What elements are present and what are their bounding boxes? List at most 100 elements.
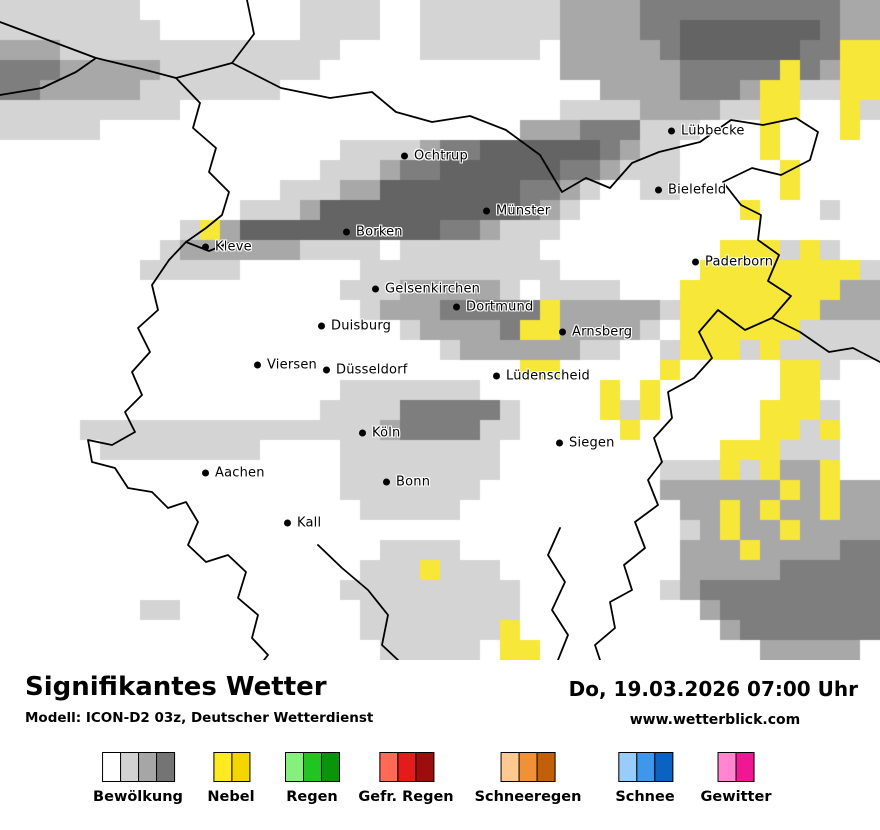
legend-label: Regen — [286, 789, 338, 805]
border-path-northwest — [0, 21, 230, 261]
border-path-north — [231, 62, 819, 319]
city-label: Köln — [372, 425, 401, 441]
city-marker: Kall — [284, 516, 321, 531]
legend-swatch — [735, 752, 755, 782]
legend-swatch — [396, 752, 416, 782]
legend-label: Schneeregen — [474, 789, 582, 805]
city-dot-icon — [483, 207, 490, 215]
city-marker: Bielefeld — [655, 183, 726, 198]
legend-swatch — [617, 752, 637, 782]
legend-swatches — [101, 752, 175, 782]
legend: Bewölkung Nebel Regen Gefr. Regen Schneerege… — [0, 752, 880, 822]
city-label: Lübbecke — [681, 123, 745, 139]
legend-swatch — [537, 752, 556, 782]
city-marker: Borken — [343, 225, 403, 240]
border-path-south-a — [317, 544, 399, 660]
city-marker: Lüdenscheid — [493, 369, 590, 384]
city-label: Münster — [496, 203, 551, 219]
city-marker: Gelsenkirchen — [372, 282, 480, 297]
model-info: Modell: ICON-D2 03z, Deutscher Wetterdie… — [25, 710, 374, 726]
city-dot-icon — [202, 469, 209, 477]
legend-swatches — [617, 752, 673, 782]
city-label: Lüdenscheid — [506, 368, 590, 384]
valid-datetime: Do, 19.03.2026 07:00 Uhr — [568, 677, 858, 701]
legend-swatches — [717, 752, 755, 782]
city-dot-icon — [668, 127, 675, 135]
legend-swatch — [213, 752, 232, 782]
border-path-east-spur — [771, 317, 880, 363]
border-path-south-b — [547, 527, 569, 660]
legend-swatch — [519, 752, 538, 782]
legend-swatch — [653, 752, 673, 782]
legend-group: Schnee — [615, 752, 675, 805]
city-dot-icon — [254, 361, 261, 369]
city-dot-icon — [559, 328, 566, 336]
legend-swatch — [231, 752, 250, 782]
city-dot-icon — [556, 439, 563, 447]
city-label: Bonn — [396, 474, 431, 490]
city-dot-icon — [343, 228, 350, 236]
footer: Signifikantes Wetter Modell: ICON-D2 03z… — [0, 660, 880, 830]
city-label: Ochtrup — [414, 148, 468, 164]
city-marker: Duisburg — [318, 319, 391, 334]
city-dot-icon — [692, 258, 699, 266]
cloud-fog-raster — [0, 0, 880, 660]
legend-swatch — [717, 752, 737, 782]
legend-group: Schneeregen — [474, 752, 582, 805]
city-dot-icon — [383, 478, 390, 486]
legend-swatch — [137, 752, 157, 782]
border-path-left-spur — [0, 57, 97, 96]
city-marker: Arnsberg — [559, 325, 632, 340]
city-marker: Köln — [359, 426, 400, 441]
city-label: Gelsenkirchen — [385, 281, 481, 297]
city-dot-icon — [359, 429, 366, 437]
map-area: Ochtrup Lübbecke Münster Bielefeld Borken Kle… — [0, 0, 880, 660]
legend-swatch — [285, 752, 304, 782]
city-dot-icon — [401, 152, 408, 160]
city-marker: Dortmund — [453, 300, 533, 315]
city-label: Viersen — [267, 357, 317, 373]
city-marker: Ochtrup — [401, 149, 468, 164]
city-label: Arnsberg — [572, 324, 633, 340]
city-label: Aachen — [215, 465, 265, 481]
website-url: www.wetterblick.com — [629, 712, 801, 728]
city-marker: Viersen — [254, 358, 317, 373]
city-marker: Münster — [483, 204, 550, 219]
legend-swatch — [501, 752, 520, 782]
city-dot-icon — [493, 372, 500, 380]
legend-swatch — [155, 752, 175, 782]
legend-group: Gefr. Regen — [358, 752, 454, 805]
city-dot-icon — [323, 366, 330, 374]
city-marker: Paderborn — [692, 255, 773, 270]
city-marker: Aachen — [202, 466, 265, 481]
legend-swatch — [635, 752, 655, 782]
page-title: Signifikantes Wetter — [25, 672, 327, 702]
border-path-kleve-spur — [185, 241, 230, 252]
city-label: Düsseldorf — [336, 362, 408, 378]
legend-group: Regen — [285, 752, 340, 805]
city-dot-icon — [318, 322, 325, 330]
legend-swatch — [101, 752, 121, 782]
legend-swatch — [414, 752, 434, 782]
legend-swatches — [501, 752, 556, 782]
border-path-top-spur — [175, 0, 255, 79]
legend-label: Gefr. Regen — [358, 789, 454, 805]
city-marker: Düsseldorf — [323, 363, 408, 378]
legend-swatches — [213, 752, 250, 782]
city-label: Dortmund — [466, 299, 534, 315]
legend-swatches — [285, 752, 340, 782]
city-marker: Lübbecke — [668, 124, 745, 139]
city-label: Kleve — [215, 239, 252, 255]
city-marker: Bonn — [383, 475, 430, 490]
legend-swatch — [321, 752, 340, 782]
city-dot-icon — [655, 186, 662, 194]
legend-swatch — [303, 752, 322, 782]
city-dot-icon — [202, 243, 209, 251]
border-path-west — [87, 259, 269, 660]
legend-swatches — [378, 752, 434, 782]
admin-borders — [0, 0, 880, 660]
city-label: Kall — [297, 515, 322, 531]
city-markers-layer: Ochtrup Lübbecke Münster Bielefeld Borken Kle… — [202, 124, 773, 531]
legend-label: Bewölkung — [93, 789, 183, 805]
